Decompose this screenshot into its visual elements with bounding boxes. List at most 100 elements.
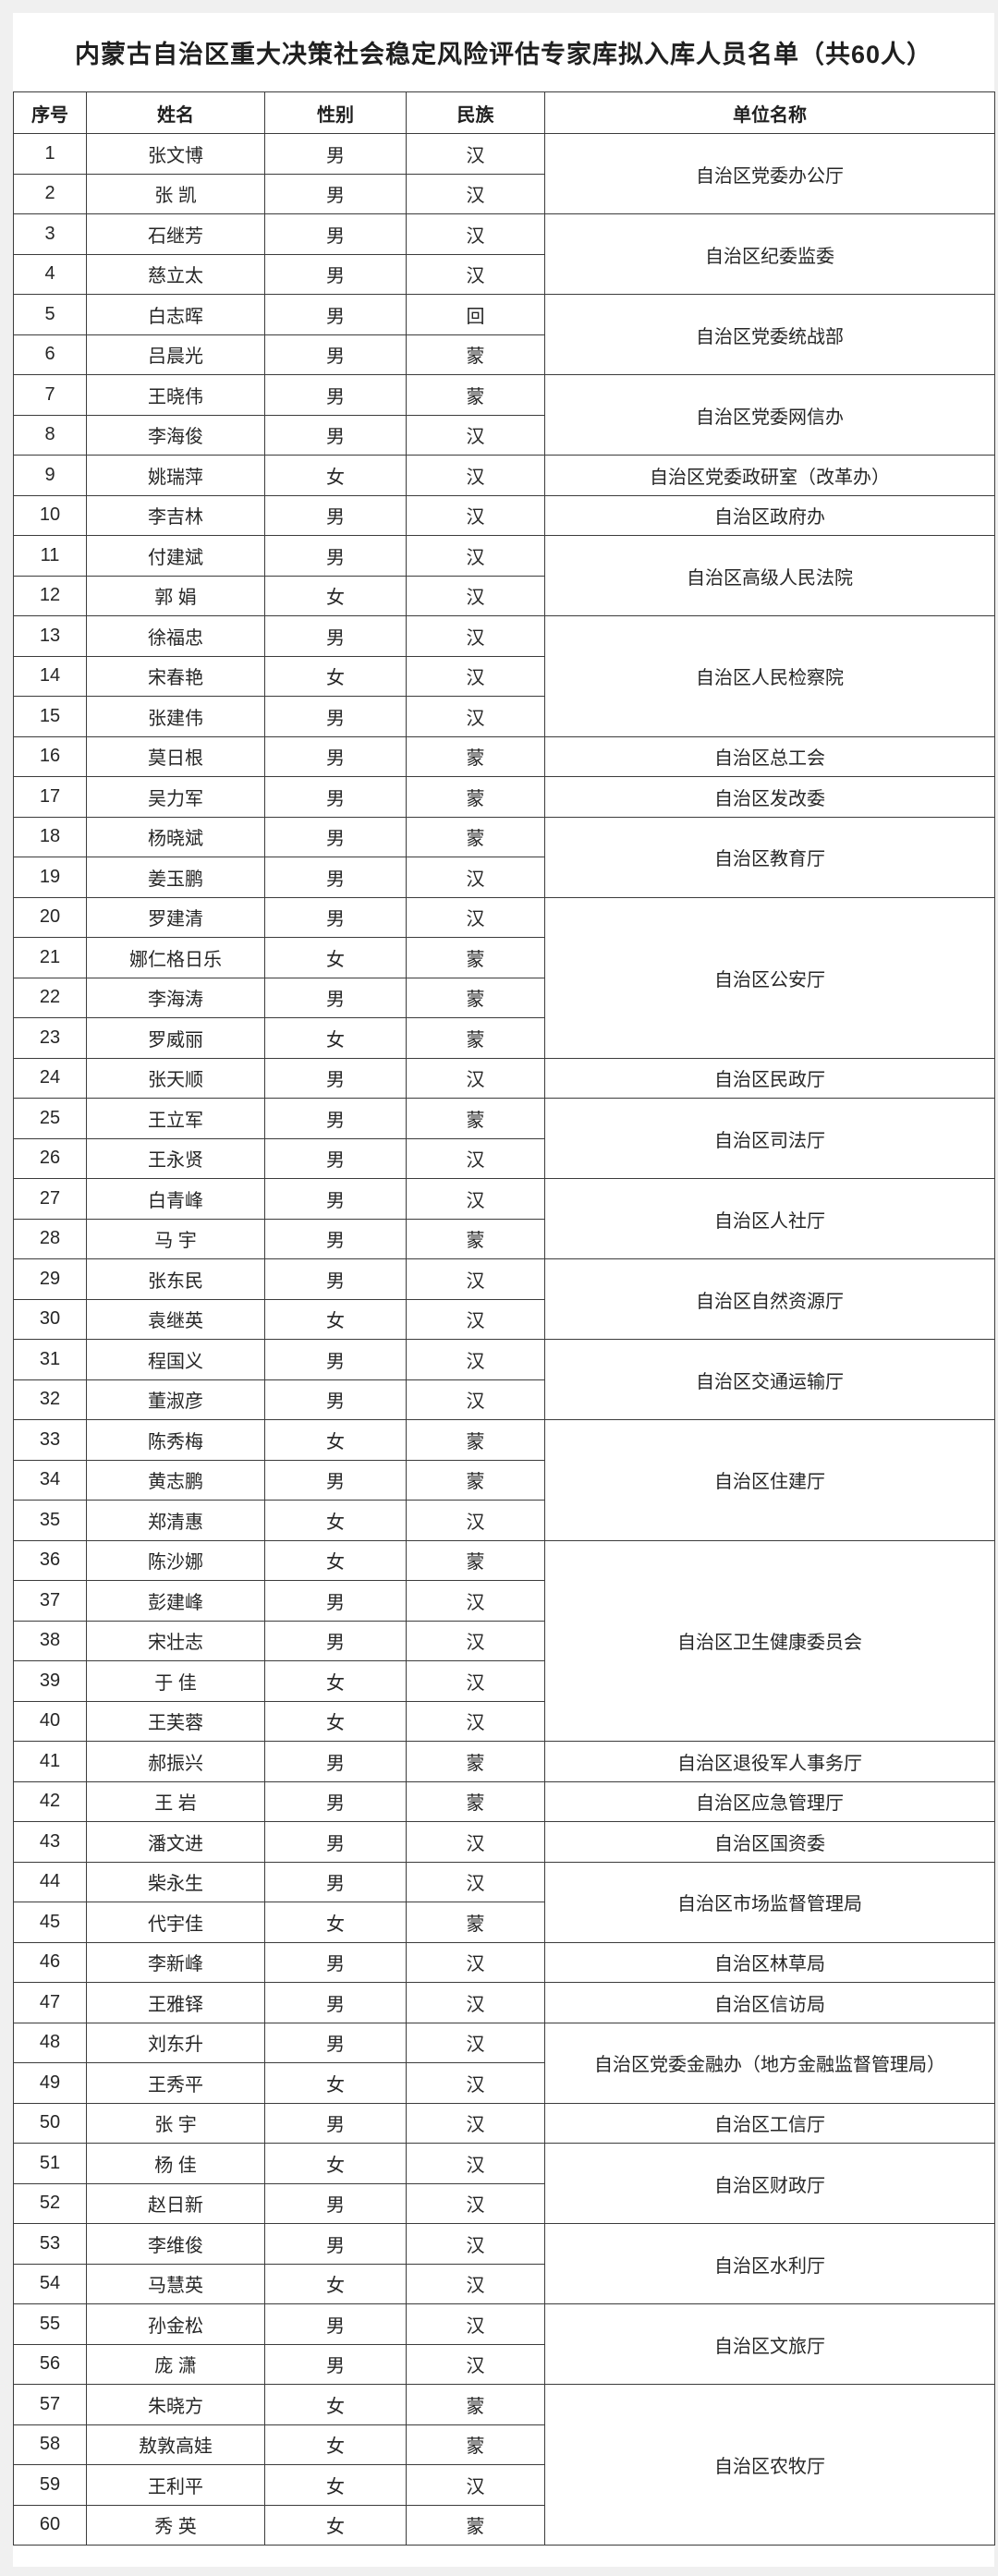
cell-ethnicity: 汉	[406, 2343, 545, 2385]
cell-unit: 自治区政府办	[544, 494, 995, 536]
cell-serial: 1	[13, 133, 87, 175]
cell-serial: 43	[13, 1821, 87, 1863]
table-row: 23 罗威丽女蒙	[13, 1017, 995, 1059]
cell-serial: 35	[13, 1500, 87, 1541]
cell-name: 姚瑞萍	[86, 455, 265, 496]
cell-name: 罗建清	[86, 896, 265, 938]
cell-serial: 2	[13, 173, 87, 214]
cell-unit: 自治区林草局	[544, 1941, 995, 1983]
cell-unit: 自治区信访局	[544, 1982, 995, 2023]
table-row: 41 郝振兴男蒙自治区退役军人事务厅	[13, 1741, 995, 1782]
cell-unit: 自治区教育厅	[544, 816, 995, 898]
cell-serial: 56	[13, 2343, 87, 2385]
cell-unit: 自治区人社厅	[544, 1178, 995, 1259]
table-row: 53 李维俊男汉自治区水利厅	[13, 2223, 995, 2304]
cell-name: 敖敦高娃	[86, 2424, 265, 2465]
cell-ethnicity: 蒙	[406, 1539, 545, 1581]
cell-unit: 自治区水利厅	[544, 2223, 995, 2304]
cell-name: 刘东升	[86, 2022, 265, 2063]
cell-ethnicity: 汉	[406, 1700, 545, 1742]
cell-serial: 22	[13, 977, 87, 1018]
cell-ethnicity: 蒙	[406, 334, 545, 375]
cell-name: 李海俊	[86, 414, 265, 456]
cell-ethnicity: 蒙	[406, 735, 545, 777]
cell-gender: 男	[264, 1861, 407, 1902]
cell-ethnicity: 汉	[406, 2062, 545, 2104]
cell-unit: 自治区纪委监委	[544, 213, 995, 295]
cell-serial: 15	[13, 696, 87, 737]
cell-name: 娜仁格日乐	[86, 937, 265, 978]
table-row: 42 王 岩男蒙自治区应急管理厅	[13, 1780, 995, 1822]
cell-unit: 自治区人民检察院	[544, 615, 995, 737]
cell-unit: 自治区住建厅	[544, 1419, 995, 1541]
cell-ethnicity: 汉	[406, 696, 545, 737]
cell-name: 石继芳	[86, 213, 265, 255]
cell-serial: 13	[13, 615, 87, 657]
cell-ethnicity: 汉	[406, 2022, 545, 2063]
cell-gender: 男	[264, 1258, 407, 1300]
cell-gender: 女	[264, 2384, 407, 2425]
cell-name: 柴永生	[86, 1861, 265, 1902]
cell-gender: 女	[264, 655, 407, 697]
cell-ethnicity: 汉	[406, 2182, 545, 2224]
cell-serial: 55	[13, 2303, 87, 2345]
cell-unit: 自治区党委政研室（改革办）	[544, 455, 995, 496]
cell-ethnicity: 汉	[406, 1580, 545, 1622]
cell-ethnicity: 蒙	[406, 1780, 545, 1822]
table-row: 1 张文博男汉自治区党委办公厅	[13, 133, 995, 214]
cell-name: 潘文进	[86, 1821, 265, 1863]
cell-ethnicity: 蒙	[406, 2424, 545, 2465]
cell-ethnicity: 汉	[406, 615, 545, 657]
roster-table: 序号 姓名 性别 民族 单位名称 1 张文博男汉自治区党委办公厅 2 张 凯男汉 3 石继芳男汉自…	[13, 91, 995, 2546]
cell-name: 王立军	[86, 1098, 265, 1139]
cell-name: 李维俊	[86, 2223, 265, 2265]
cell-unit: 自治区文旅厅	[544, 2303, 995, 2385]
cell-name: 彭建峰	[86, 1580, 265, 1622]
table-row: 38 宋壮志男汉	[13, 1620, 995, 1661]
table-row: 57 朱晓方女蒙自治区农牧厅	[13, 2384, 995, 2546]
cell-name: 张文博	[86, 133, 265, 175]
cell-ethnicity: 蒙	[406, 1017, 545, 1059]
table-row: 33 陈秀梅女蒙自治区住建厅	[13, 1419, 995, 1541]
table-row: 44 柴永生男汉自治区市场监督管理局	[13, 1861, 995, 1943]
cell-gender: 男	[264, 253, 407, 295]
cell-ethnicity: 汉	[406, 535, 545, 577]
cell-gender: 男	[264, 2223, 407, 2265]
cell-unit: 自治区自然资源厅	[544, 1258, 995, 1340]
cell-unit: 自治区高级人民法院	[544, 535, 995, 616]
page-title: 内蒙古自治区重大决策社会稳定风险评估专家库拟入库人员名单（共60人）	[74, 41, 933, 68]
cell-unit: 自治区司法厅	[544, 1098, 995, 1179]
cell-name: 马慧英	[86, 2263, 265, 2304]
cell-serial: 6	[13, 334, 87, 375]
cell-gender: 男	[264, 2343, 407, 2385]
cell-gender: 男	[264, 133, 407, 175]
cell-serial: 36	[13, 1539, 87, 1581]
col-header-serial: 序号	[13, 91, 87, 134]
cell-gender: 女	[264, 2263, 407, 2304]
cell-serial: 32	[13, 1379, 87, 1420]
cell-gender: 女	[264, 1500, 407, 1541]
cell-gender: 男	[264, 977, 407, 1018]
cell-gender: 男	[264, 1982, 407, 2023]
table-row: 10 李吉林男汉自治区政府办	[13, 494, 995, 536]
cell-serial: 46	[13, 1941, 87, 1983]
cell-serial: 17	[13, 776, 87, 818]
cell-ethnicity: 汉	[406, 896, 545, 938]
table-row: 56 庞 潇男汉	[13, 2343, 995, 2385]
cell-gender: 女	[264, 937, 407, 978]
table-row: 13 徐福忠男汉自治区人民检察院	[13, 615, 995, 737]
cell-gender: 女	[264, 455, 407, 496]
table-row: 51 杨 佳女汉自治区财政厅	[13, 2143, 995, 2224]
cell-gender: 男	[264, 1218, 407, 1259]
cell-unit: 自治区党委金融办（地方金融监督管理局）	[544, 2022, 995, 2104]
cell-gender: 女	[264, 1700, 407, 1742]
cell-serial: 50	[13, 2102, 87, 2144]
table-row: 31 程国义男汉自治区交通运输厅	[13, 1339, 995, 1420]
cell-unit: 自治区民政厅	[544, 1057, 995, 1099]
cell-serial: 59	[13, 2464, 87, 2506]
cell-ethnicity: 汉	[406, 1660, 545, 1702]
cell-unit: 自治区党委办公厅	[544, 133, 995, 214]
cell-name: 孙金松	[86, 2303, 265, 2345]
cell-ethnicity: 汉	[406, 253, 545, 295]
